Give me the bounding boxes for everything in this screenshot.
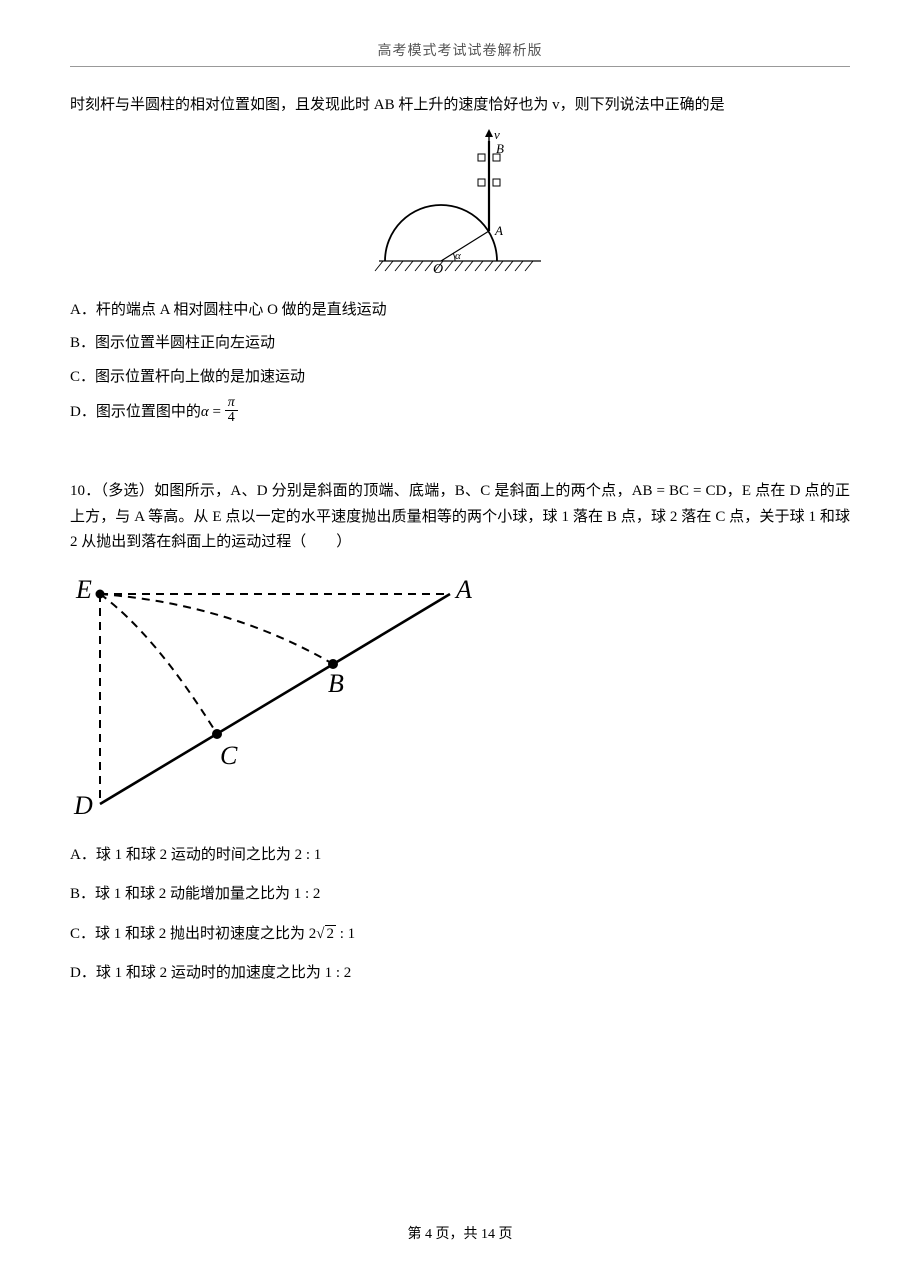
svg-text:E: E [75,575,92,604]
svg-text:A: A [494,223,503,238]
page-header: 高考模式考试试卷解析版 [70,40,850,67]
q10-figure: E A D B C [70,564,850,829]
q10-option-c: C．球 1 和球 2 抛出时初速度之比为 2√2 : 1 [70,922,850,948]
svg-text:B: B [328,669,344,698]
sqrt: √2 [316,925,336,942]
svg-text:α: α [455,250,461,262]
q10-option-a: A．球 1 和球 2 运动的时间之比为 2 : 1 [70,843,850,869]
svg-text:C: C [220,741,238,770]
q9-stem-fragment: 时刻杆与半圆柱的相对位置如图，且发现此时 AB 杆上升的速度恰好也为 v，则下列… [70,93,850,119]
q10-option-d: D．球 1 和球 2 运动时的加速度之比为 1 : 2 [70,961,850,987]
q9-option-a: A．杆的端点 A 相对圆柱中心 O 做的是直线运动 [70,298,850,324]
svg-text:B: B [496,141,504,156]
fraction: π4 [225,396,238,425]
q9-option-b: B．图示位置半圆柱正向左运动 [70,331,850,357]
svg-text:A: A [454,575,472,604]
q9-option-d: D．图示位置图中的α = π4 [70,398,850,427]
q9-figure: O α A B v [70,129,850,284]
svg-text:v: v [494,129,500,142]
page-footer: 第 4 页，共 14 页 [0,1223,920,1243]
svg-text:O: O [433,262,443,277]
q9-svg: O α A B v [371,129,549,279]
q9-option-c: C．图示位置杆向上做的是加速运动 [70,365,850,391]
q10-svg: E A D B C [70,564,480,824]
q10-stem: 10．（多选）如图所示，A、D 分别是斜面的顶端、底端，B、C 是斜面上的两个点… [70,479,850,556]
q10-option-b: B．球 1 和球 2 动能增加量之比为 1 : 2 [70,882,850,908]
svg-text:D: D [73,791,93,820]
header-title: 高考模式考试试卷解析版 [378,44,543,59]
